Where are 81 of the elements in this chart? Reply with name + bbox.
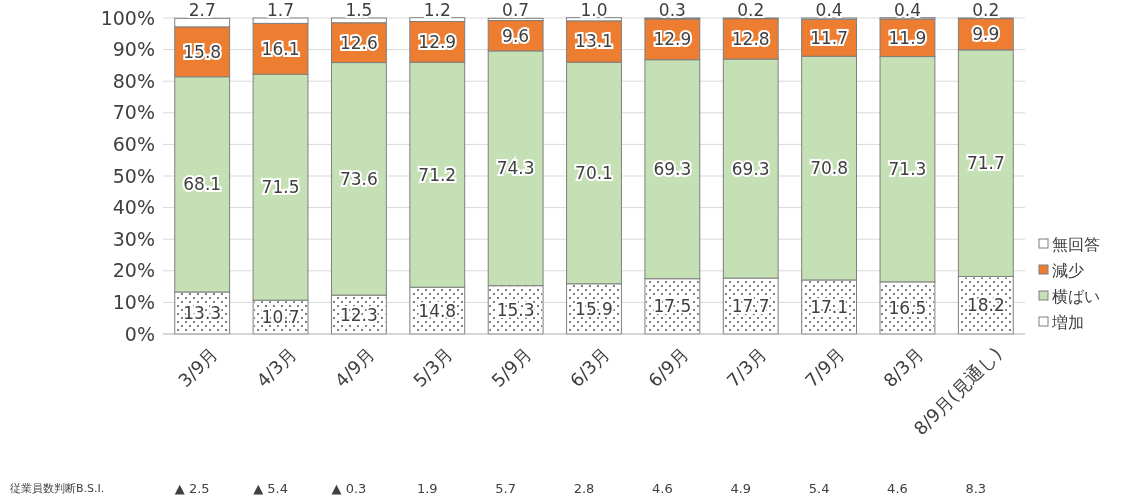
y-tick-label: 60%: [112, 133, 155, 156]
data-label: 69.3: [653, 159, 692, 180]
data-label: 13.1: [575, 31, 613, 52]
data-label: 68.1: [183, 174, 222, 195]
legend-label: 増加: [1051, 312, 1084, 332]
y-tick-label: 20%: [112, 259, 155, 282]
data-label: 15.9: [575, 298, 613, 319]
data-label: 0.4: [893, 0, 921, 20]
data-label: 0.3: [658, 0, 686, 20]
x-tick-label: 3/9月: [173, 342, 222, 391]
data-label: 2.7: [188, 0, 216, 21]
data-label: 1.2: [423, 0, 451, 20]
data-label: 15.3: [496, 299, 535, 320]
x-tick-label: 7/9月: [800, 342, 849, 391]
y-tick-label: 80%: [112, 69, 155, 92]
y-tick-label: 30%: [112, 227, 155, 250]
x-tick-label: 4/9月: [330, 342, 379, 391]
x-tick-label: 4/3月: [252, 342, 301, 391]
data-label: 16.1: [261, 38, 300, 59]
x-tick-label: 5/9月: [487, 342, 536, 391]
data-label: 12.6: [339, 32, 378, 53]
data-label: 1.7: [267, 0, 295, 20]
data-label: 12.3: [339, 304, 378, 325]
x-tick-label: 7/3月: [722, 342, 771, 391]
data-label: 71.7: [966, 153, 1005, 174]
data-label: 10.7: [261, 307, 300, 328]
text: 5.7: [495, 480, 516, 496]
data-label: 12.8: [731, 28, 770, 49]
y-tick-label: 10%: [112, 291, 155, 314]
data-label: 18.2: [966, 295, 1005, 316]
text: 4.6: [652, 480, 673, 496]
y-tick-label: 0%: [124, 322, 155, 345]
data-label: 15.8: [183, 41, 222, 62]
y-tick-label: 40%: [112, 196, 155, 219]
data-label: 9.9: [972, 24, 1000, 45]
text: ▲ 0.3: [331, 480, 367, 496]
data-label: 70.8: [810, 158, 849, 179]
y-tick-label: 90%: [112, 38, 155, 61]
text: 8.3: [965, 480, 987, 496]
data-label: 71.5: [261, 177, 300, 198]
text: 従業員数判断B.S.I.: [10, 481, 105, 495]
x-tick-label: 6/9月: [644, 342, 693, 391]
data-label: 1.0: [580, 0, 608, 20]
text: 4.9: [730, 480, 752, 496]
text: 1.9: [416, 480, 438, 496]
text: 5.4: [808, 480, 830, 496]
data-label: 0.2: [737, 0, 765, 20]
data-label: 0.2: [972, 0, 1000, 20]
data-label: 17.5: [653, 296, 692, 317]
text: 2.8: [573, 480, 595, 496]
y-tick-label: 50%: [112, 164, 155, 187]
data-label: 69.3: [731, 158, 770, 179]
text: ▲ 2.5: [174, 480, 210, 496]
x-tick-label: 5/3月: [408, 342, 458, 391]
data-label: 71.3: [888, 159, 927, 180]
data-label: 16.5: [888, 297, 927, 318]
data-label: 71.2: [418, 164, 457, 185]
data-label: 12.9: [418, 31, 457, 52]
legend-label: 無回答: [1052, 234, 1100, 254]
text: 4.6: [887, 480, 908, 496]
y-tick-label: 100%: [100, 6, 155, 29]
x-tick-label: 8/3月: [879, 342, 928, 391]
data-label: 12.9: [653, 29, 692, 50]
data-label: 73.6: [339, 168, 378, 189]
data-label: 17.1: [810, 296, 849, 317]
data-label: 17.7: [731, 295, 770, 316]
x-tick-label: 6/3月: [565, 342, 614, 391]
legend-label: 減少: [1052, 260, 1084, 280]
data-label: 0.4: [815, 0, 843, 20]
data-label: 74.3: [496, 158, 535, 179]
data-label: 11.9: [888, 27, 927, 48]
data-label: 70.1: [575, 162, 613, 183]
data-label: 13.3: [183, 302, 222, 323]
data-label: 14.8: [418, 300, 457, 321]
data-label: 11.7: [810, 27, 849, 48]
data-label: 0.7: [502, 0, 530, 21]
y-tick-label: 70%: [112, 101, 155, 124]
legend-label: 横ばい: [1052, 286, 1100, 306]
data-label: 1.5: [345, 0, 373, 20]
data-label: 9.6: [502, 25, 530, 46]
text: ▲ 5.4: [253, 480, 288, 496]
